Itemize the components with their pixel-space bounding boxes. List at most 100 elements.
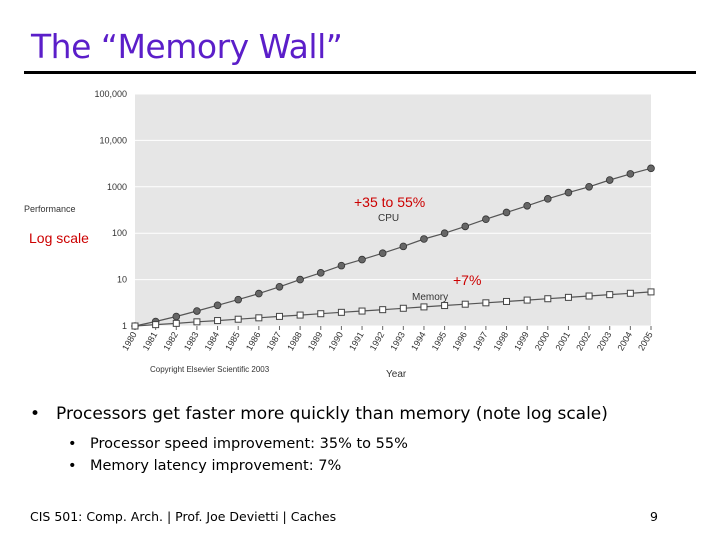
cpu-point [234,295,243,304]
cpu-series-label: CPU [378,213,399,224]
cpu-point [605,176,614,184]
memory-point [564,293,572,301]
memory-point [399,304,407,312]
x-tick-label: 1980 [120,330,139,352]
x-tick-label: 2000 [533,330,552,352]
x-tick-label: 1984 [203,330,222,352]
x-tick-label: 2002 [574,330,593,352]
x-tick-label: 1991 [347,330,366,352]
x-tick-label: 1986 [244,330,263,352]
memory-point [647,288,655,296]
sub-bullet-processor: • Processor speed improvement: 35% to 55% [68,436,700,452]
x-tick-label: 1989 [306,330,325,352]
memory-series [131,288,655,330]
cpu-point [275,282,284,291]
cpu-point [316,269,325,277]
cpu-point [543,195,552,203]
cpu-point [585,183,593,191]
log-scale-annotation: Log scale [29,230,89,246]
x-tick-label: 1985 [223,330,242,352]
memory-point [172,319,180,327]
sub-bullet-text: Memory latency improvement: 7% [90,458,342,474]
cpu-point [461,222,470,231]
memory-point [296,311,304,319]
memory-point [379,306,387,314]
memory-point [544,295,552,303]
cpu-point [172,312,181,321]
y-tick-label: 10,000 [99,135,127,145]
y-tick-label: 100,000 [94,89,127,99]
cpu-point [523,201,531,210]
x-tick-label: 1999 [512,330,531,352]
y-tick-label: 1 [122,321,127,331]
x-tick-label: 1987 [265,330,284,352]
bullet-list: • Processors get faster more quickly than… [30,404,700,474]
footer: CIS 501: Comp. Arch. | Prof. Joe Deviett… [30,509,337,524]
memory-series-label: Memory [412,292,448,303]
cpu-point [378,249,387,258]
x-tick-label: 1982 [161,330,180,352]
x-tick-label: 1996 [450,330,469,352]
cpu-point [440,229,449,238]
memory-point [461,300,469,308]
memory-point [317,310,325,318]
x-tick-label: 1988 [285,330,304,352]
bullet-dot: • [68,436,77,452]
y-tick-label: 100 [112,228,127,238]
cpu-point [296,275,304,284]
cpu-point [482,215,490,224]
memory-point [214,317,222,325]
cpu-point [502,208,511,217]
x-tick-labels: 1980 1981 1982 1983 1984 1985 1986 1987 1988 1989… [120,326,655,352]
cpu-point [193,307,201,315]
sub-bullet-text: Processor speed improvement: 35% to 55% [90,436,408,452]
cpu-point [358,255,366,264]
memory-point [420,303,428,311]
memory-point [523,296,531,304]
x-tick-label: 1995 [430,330,449,352]
bullet-main: • Processors get faster more quickly than… [30,404,700,424]
page-number: 9 [650,509,658,524]
memory-point [275,312,283,320]
memory-point [585,292,593,300]
memory-point [152,321,160,329]
x-tick-label: 1997 [471,330,490,352]
x-axis-label: Year [386,369,407,380]
copyright-note: Copyright Elsevier Scientific 2003 [150,365,270,374]
y-tick-label: 1000 [107,182,127,192]
memory-point [337,308,345,316]
memory-point [234,315,242,323]
x-tick-label: 1998 [492,330,511,352]
x-tick-label: 1992 [368,330,387,352]
x-tick-label: 2003 [595,330,614,352]
y-tick-labels: 1 10 100 1000 10,000 100,000 [94,89,127,331]
cpu-point [337,261,346,270]
cpu-point [213,301,222,310]
x-tick-label: 1993 [388,330,407,352]
x-tick-label: 1990 [326,330,345,352]
x-tick-label: 1981 [141,330,160,352]
grid-lines [135,93,651,327]
cpu-point [399,242,408,251]
x-tick-label: 2005 [636,330,655,352]
bullet-main-text: Processors get faster more quickly than … [56,404,608,424]
x-tick-label: 2004 [615,330,634,352]
title-rule [24,71,696,74]
memory-point [358,307,366,315]
slide-title: The “Memory Wall” [31,27,343,66]
memory-point [606,291,614,299]
memory-point [193,318,201,326]
y-axis-label: Performance [24,204,76,214]
cpu-point [255,289,263,298]
memory-growth-annotation: +7% [453,272,481,288]
cpu-point [420,235,428,243]
cpu-point [626,170,635,178]
x-tick-label: 1983 [182,330,201,352]
memory-point [131,322,139,330]
plot-background [135,94,651,326]
memory-point [503,297,511,305]
bullet-dot: • [68,458,77,474]
memory-wall-chart: 1 10 100 1000 10,000 100,000 1980 1981 1982 1983… [24,89,655,380]
y-tick-label: 10 [117,275,127,285]
memory-point [255,314,263,322]
